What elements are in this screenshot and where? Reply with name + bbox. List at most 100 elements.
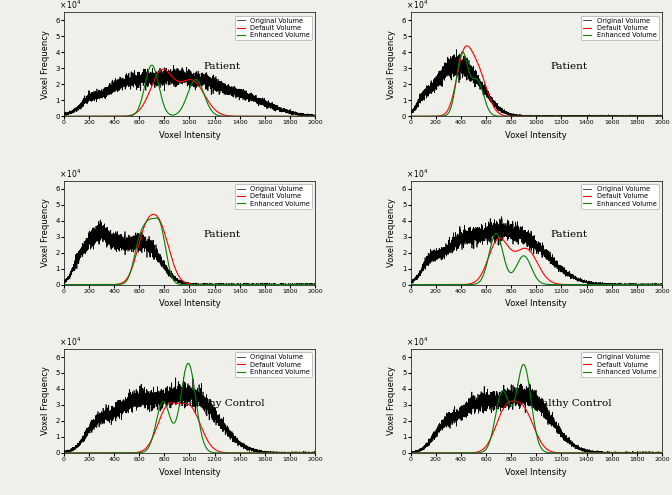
Enhanced Volume (638, 113, 646, 119)
Original Volume (311, 112, 319, 118)
Original Volume (658, 113, 666, 119)
Y-axis label: Voxel Frequency: Voxel Frequency (387, 198, 396, 267)
Original Volume (291, 281, 299, 287)
Default Volume (650, 450, 659, 456)
Enhanced Volume (638, 282, 646, 288)
Default Volume (512, 248, 520, 254)
Enhanced Volume (514, 380, 522, 386)
Default Volume (638, 113, 646, 119)
Enhanced Volume (492, 231, 500, 237)
Enhanced Volume (179, 377, 187, 383)
Legend: Original Volume, Default Volume, Enhanced Volume: Original Volume, Default Volume, Enhance… (581, 352, 659, 377)
Enhanced Volume (243, 113, 251, 119)
Original Volume (167, 268, 175, 274)
Original Volume (452, 47, 460, 52)
Enhanced Volume (458, 49, 466, 55)
Original Volume (179, 72, 187, 78)
Default Volume (291, 450, 299, 456)
Legend: Original Volume, Default Volume, Enhanced Volume: Original Volume, Default Volume, Enhance… (235, 352, 312, 377)
Enhanced Volume (512, 263, 520, 269)
Original Volume (291, 109, 299, 115)
Line: Enhanced Volume: Enhanced Volume (411, 234, 662, 285)
Original Volume (526, 113, 534, 119)
Default Volume (514, 399, 522, 405)
Enhanced Volume (304, 450, 312, 456)
Legend: Original Volume, Default Volume, Enhanced Volume: Original Volume, Default Volume, Enhance… (581, 16, 659, 41)
Enhanced Volume (179, 282, 187, 288)
Default Volume (60, 450, 68, 456)
Original Volume (311, 280, 319, 286)
Default Volume (165, 400, 173, 406)
Enhanced Volume (407, 282, 415, 288)
Default Volume (243, 282, 251, 288)
Enhanced Volume (311, 113, 319, 119)
Legend: Original Volume, Default Volume, Enhanced Volume: Original Volume, Default Volume, Enhance… (581, 184, 659, 209)
Default Volume (167, 400, 175, 406)
Original Volume (304, 112, 312, 118)
Original Volume (181, 282, 190, 288)
Default Volume (650, 282, 659, 288)
Original Volume (301, 113, 309, 119)
Original Volume (589, 450, 597, 456)
Default Volume (638, 282, 646, 288)
Line: Enhanced Volume: Enhanced Volume (411, 52, 662, 116)
Default Volume (311, 282, 319, 288)
Original Volume (179, 389, 187, 395)
Original Volume (650, 112, 659, 118)
Original Volume (514, 230, 522, 236)
Original Volume (514, 389, 522, 395)
Default Volume (407, 113, 415, 119)
Original Volume (514, 112, 522, 118)
Default Volume (589, 113, 597, 119)
X-axis label: Voxel Intensity: Voxel Intensity (505, 468, 567, 477)
Default Volume (526, 248, 534, 254)
Default Volume (658, 113, 666, 119)
Line: Default Volume: Default Volume (64, 69, 315, 116)
Default Volume (159, 66, 167, 72)
Enhanced Volume (650, 113, 659, 119)
Y-axis label: Voxel Frequency: Voxel Frequency (40, 198, 50, 267)
Legend: Original Volume, Default Volume, Enhanced Volume: Original Volume, Default Volume, Enhance… (235, 16, 312, 41)
X-axis label: Voxel Intensity: Voxel Intensity (159, 468, 220, 477)
Default Volume (243, 450, 251, 456)
Y-axis label: Voxel Frequency: Voxel Frequency (387, 366, 396, 436)
Enhanced Volume (658, 113, 666, 119)
Default Volume (638, 450, 646, 456)
Original Volume (526, 381, 534, 387)
Enhanced Volume (519, 361, 528, 367)
Original Volume (512, 112, 520, 118)
Original Volume (658, 281, 666, 287)
Original Volume (526, 244, 534, 249)
Text: Patient: Patient (204, 62, 241, 71)
Default Volume (514, 113, 522, 119)
Default Volume (304, 450, 312, 456)
Line: Original Volume: Original Volume (64, 220, 315, 285)
Y-axis label: Voxel Frequency: Voxel Frequency (40, 30, 50, 99)
Enhanced Volume (650, 450, 659, 456)
Original Volume (96, 217, 104, 223)
Enhanced Volume (291, 282, 299, 288)
Default Volume (304, 113, 312, 119)
Enhanced Volume (291, 450, 299, 456)
Enhanced Volume (589, 282, 597, 288)
Line: Original Volume: Original Volume (64, 378, 315, 453)
Default Volume (179, 278, 187, 284)
Enhanced Volume (304, 282, 312, 288)
Enhanced Volume (311, 450, 319, 456)
Enhanced Volume (407, 113, 415, 119)
Line: Enhanced Volume: Enhanced Volume (411, 364, 662, 453)
Text: $\times\,10^4$: $\times\,10^4$ (59, 336, 81, 348)
Text: Patient: Patient (204, 230, 241, 239)
Original Volume (257, 450, 265, 456)
Original Volume (650, 450, 659, 456)
Default Volume (658, 450, 666, 456)
Original Volume (497, 214, 505, 220)
Enhanced Volume (243, 450, 251, 456)
Text: Patient: Patient (550, 62, 587, 71)
Original Volume (638, 450, 646, 456)
Line: Original Volume: Original Volume (411, 50, 662, 116)
Line: Enhanced Volume: Enhanced Volume (64, 218, 315, 285)
Default Volume (512, 113, 520, 119)
Text: $\times\,10^4$: $\times\,10^4$ (406, 167, 428, 180)
Default Volume (60, 282, 68, 288)
